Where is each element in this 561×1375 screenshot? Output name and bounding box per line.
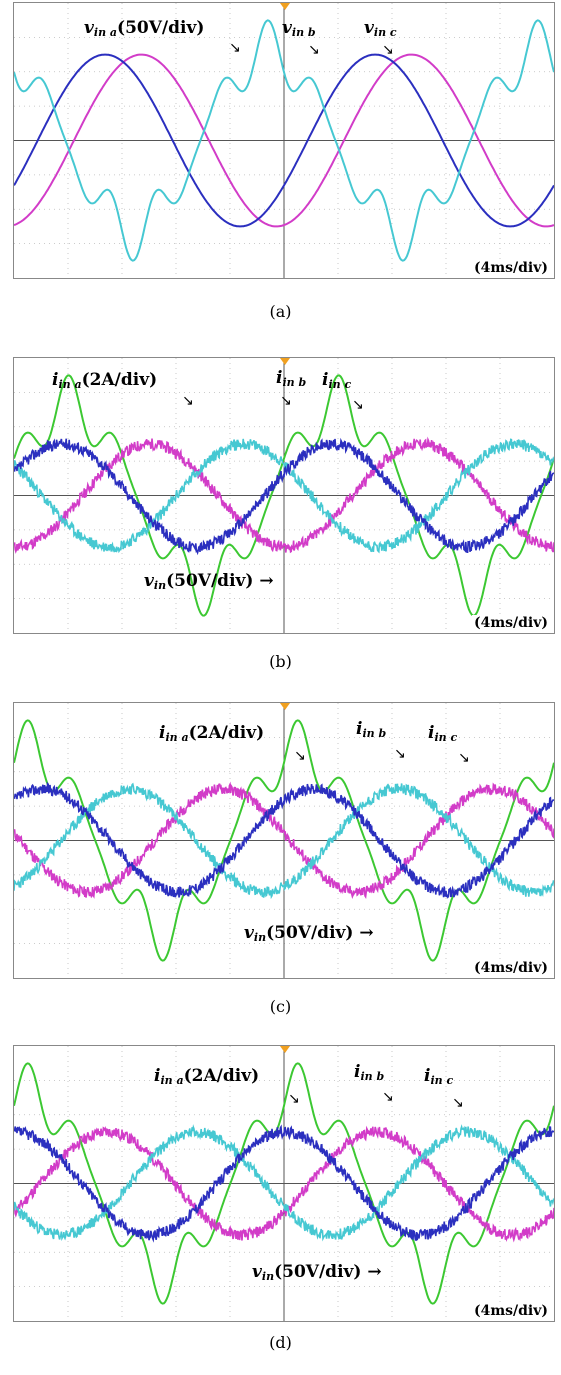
grid: [14, 3, 554, 278]
caption-d: (d): [269, 1333, 292, 1352]
label-iin-a: iin a(2A/div): [154, 1066, 260, 1087]
arrow-icon: ↘: [294, 748, 306, 764]
label-iin-a: iin a(2A/div): [52, 370, 158, 391]
caption-b: (b): [269, 652, 292, 671]
trigger-marker-icon: [280, 3, 290, 10]
series-iin-blue: [14, 437, 554, 556]
timebase-label: (4ms/div): [471, 1303, 550, 1319]
label-vin-a: vin a(50V/div): [84, 18, 205, 39]
scope-screen-c: iin a(2A/div) ↘ iin b ↘ iin c ↘ vin(50V/…: [13, 702, 555, 979]
timebase-label: (4ms/div): [471, 615, 550, 631]
label-iin-c: iin c: [424, 1066, 454, 1087]
label-iin-a: iin a(2A/div): [159, 723, 265, 744]
arrow-icon: ↘: [458, 750, 470, 766]
label-iin-c: iin c: [322, 370, 352, 391]
label-vin-scale: vin(50V/div) →: [244, 923, 374, 944]
arrow-icon: ↘: [308, 42, 320, 58]
arrow-icon: ↘: [280, 393, 292, 409]
panel-a: vin a(50V/div) ↘ vin b ↘ vin c ↘ (4ms/di…: [0, 0, 561, 330]
series-vin-cyan: [14, 19, 554, 262]
arrow-icon: ↘: [352, 397, 364, 413]
label-iin-b: iin b: [356, 719, 387, 740]
waveform-plot-a: [14, 3, 554, 278]
waveform-plot-d: [14, 1046, 554, 1321]
series-iin-blue: [14, 1124, 554, 1243]
scope-screen-b: iin a(2A/div) ↘ iin b ↘ iin c ↘ vin(50V/…: [13, 357, 555, 634]
series-vin-green: [14, 374, 554, 617]
label-vin-scale: vin(50V/div) →: [144, 571, 274, 592]
series-vin-magenta: [14, 53, 554, 228]
arrow-icon: ↘: [382, 42, 394, 58]
label-iin-c: iin c: [428, 723, 458, 744]
label-iin-b: iin b: [276, 368, 307, 389]
label-iin-b: iin b: [354, 1062, 385, 1083]
grid: [14, 358, 554, 633]
timebase-label: (4ms/div): [471, 260, 550, 276]
waveform-plot-c: [14, 703, 554, 978]
trigger-marker-icon: [280, 358, 290, 365]
caption-a: (a): [269, 302, 292, 321]
scope-screen-d: iin a(2A/div) ↘ iin b ↘ iin c ↘ vin(50V/…: [13, 1045, 555, 1322]
trigger-marker-icon: [280, 1046, 290, 1053]
series-vin-blue: [14, 53, 554, 228]
label-vin-scale: vin(50V/div) →: [252, 1262, 382, 1283]
series-vin-green: [14, 719, 554, 962]
grid: [14, 1046, 554, 1321]
label-vin-c: vin c: [364, 18, 397, 39]
label-vin-b: vin b: [282, 18, 316, 39]
scope-screen-a: vin a(50V/div) ↘ vin b ↘ vin c ↘ (4ms/di…: [13, 2, 555, 279]
waveform-plot-b: [14, 358, 554, 633]
series-iin-cyan: [14, 438, 554, 554]
grid: [14, 703, 554, 978]
panel-b: iin a(2A/div) ↘ iin b ↘ iin c ↘ vin(50V/…: [0, 345, 561, 690]
panel-d: iin a(2A/div) ↘ iin b ↘ iin c ↘ vin(50V/…: [0, 1035, 561, 1375]
timebase-label: (4ms/div): [471, 960, 550, 976]
arrow-icon: ↘: [182, 393, 194, 409]
series-iin-cyan: [14, 782, 554, 900]
trigger-marker-icon: [280, 703, 290, 710]
arrow-icon: ↘: [394, 746, 406, 762]
arrow-icon: ↘: [288, 1091, 300, 1107]
caption-c: (c): [269, 997, 292, 1016]
series-iin-cyan: [14, 1124, 554, 1242]
series-iin-blue: [14, 781, 554, 899]
arrow-icon: ↘: [452, 1095, 464, 1111]
series-iin-magenta: [14, 781, 554, 900]
arrow-icon: ↘: [229, 40, 241, 56]
panel-c: iin a(2A/div) ↘ iin b ↘ iin c ↘ vin(50V/…: [0, 690, 561, 1035]
arrow-icon: ↘: [382, 1089, 394, 1105]
